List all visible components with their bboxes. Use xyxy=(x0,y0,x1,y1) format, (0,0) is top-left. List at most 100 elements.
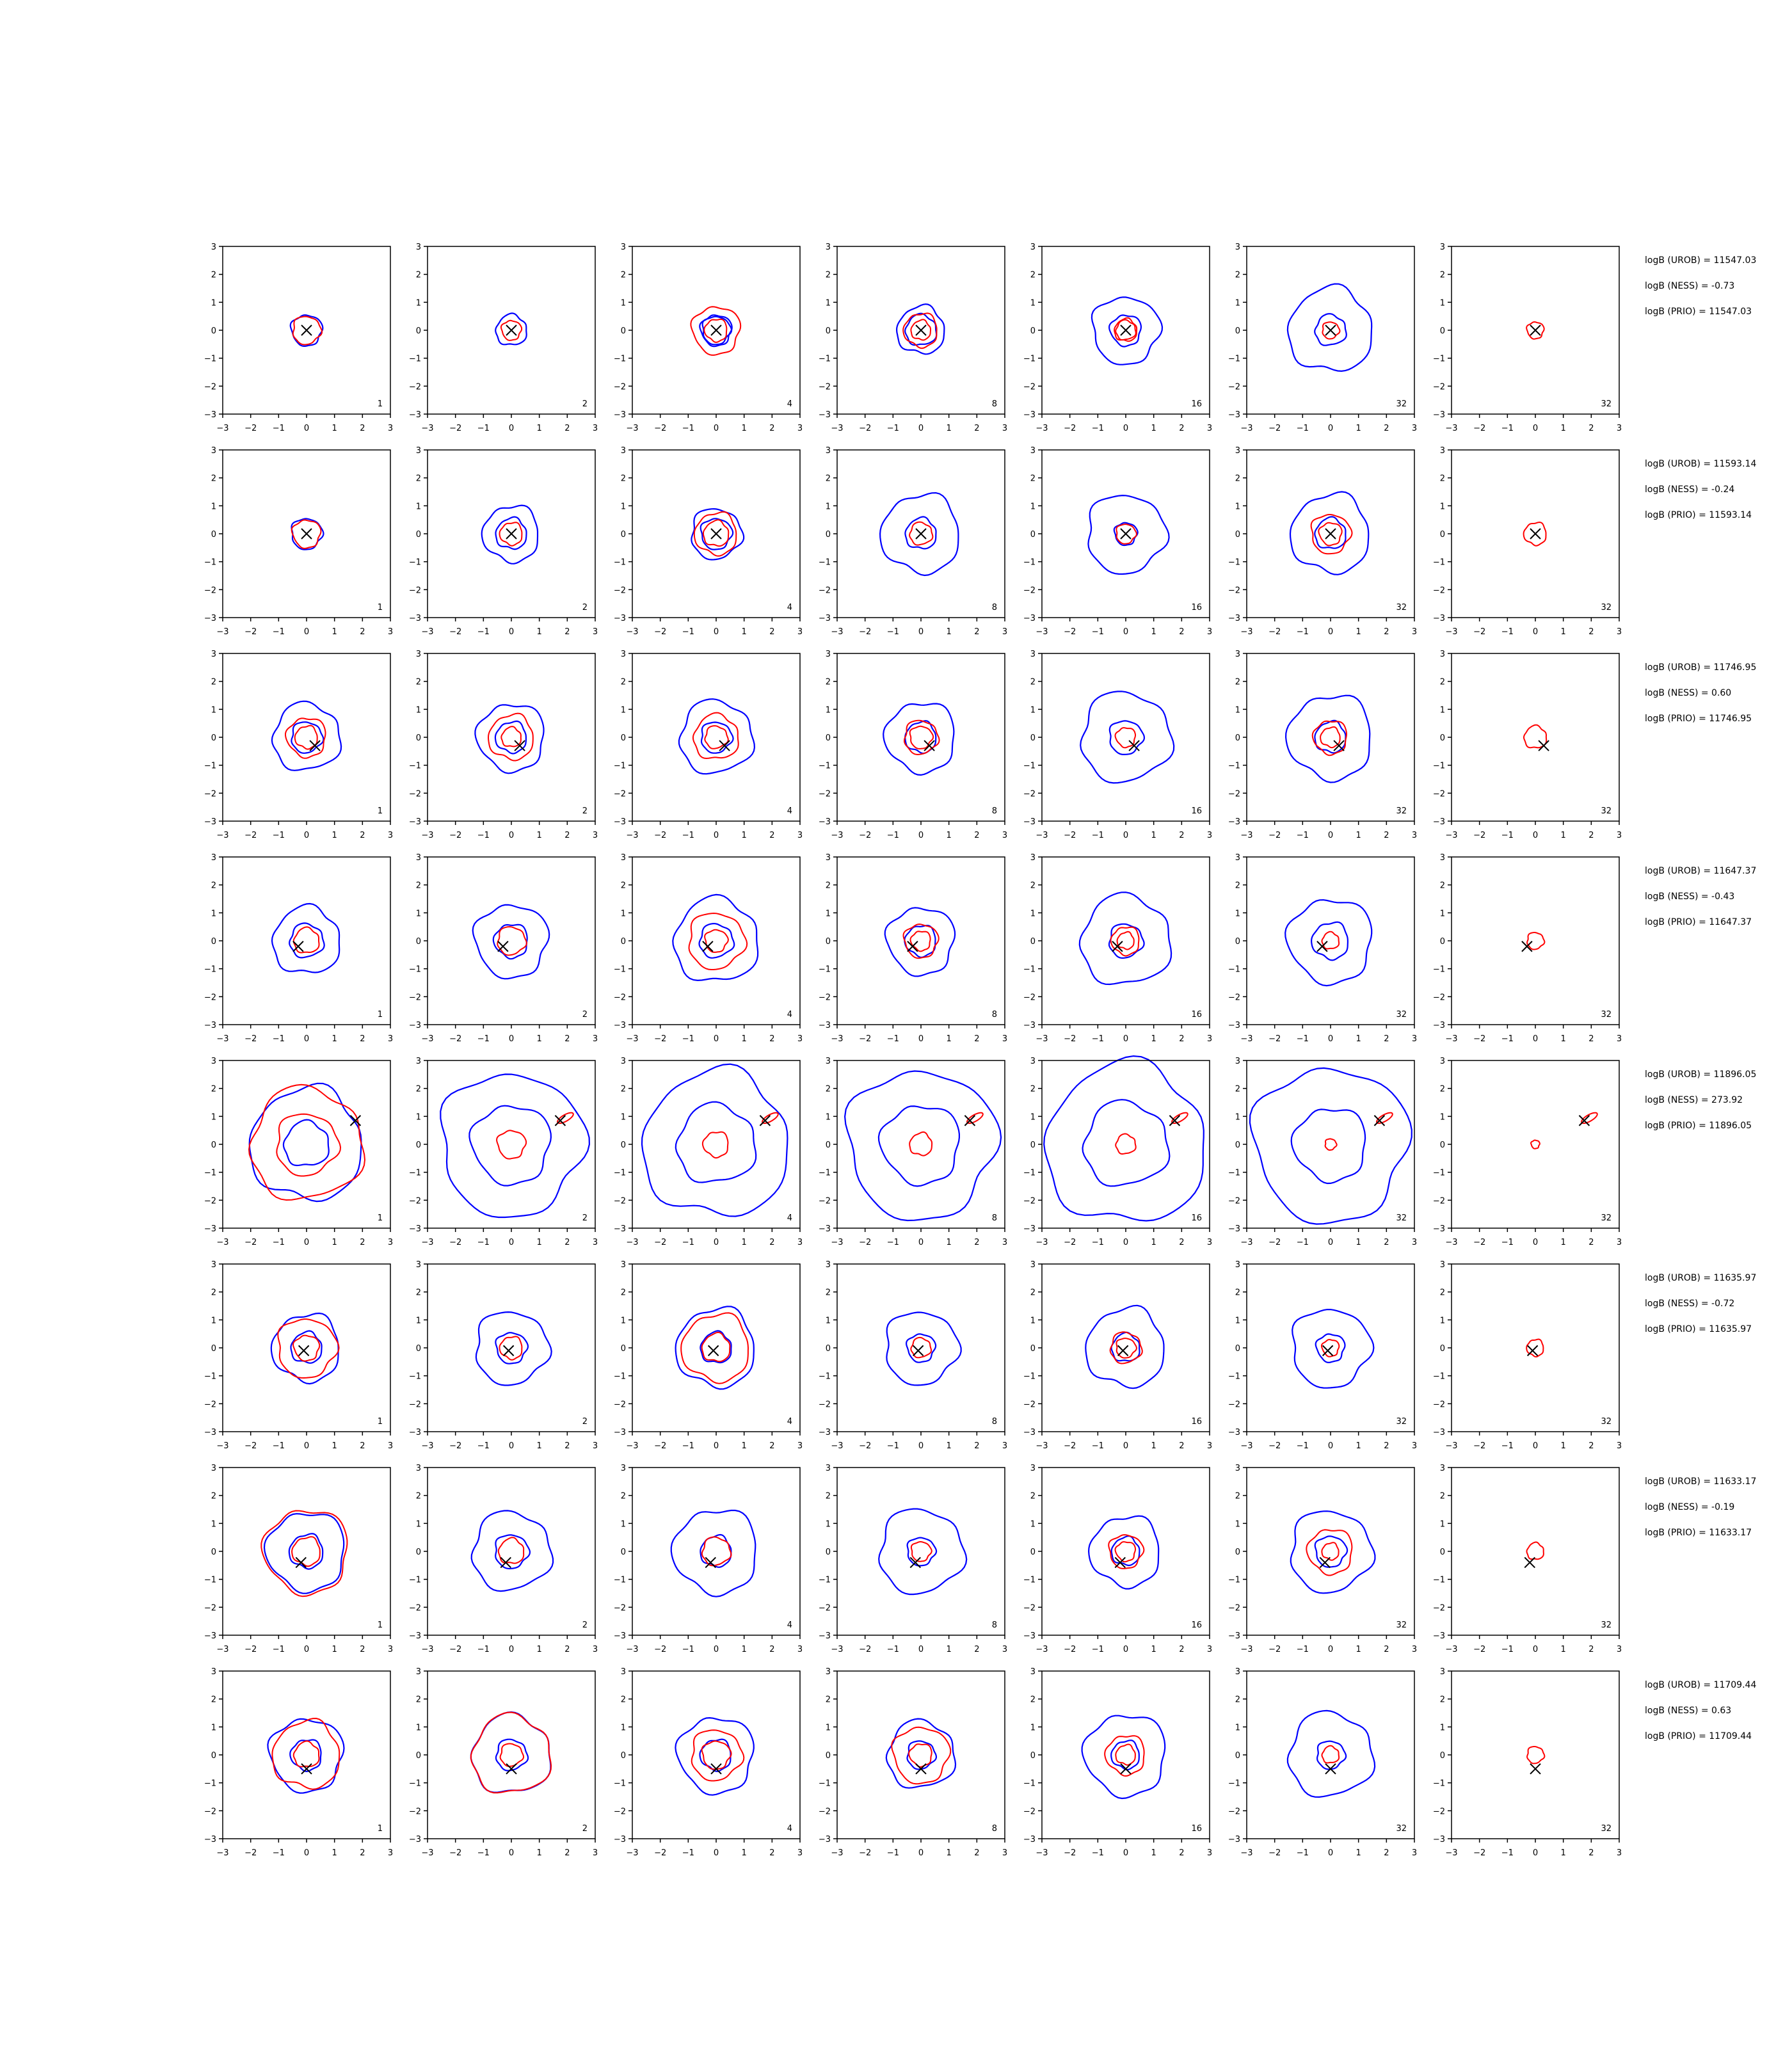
blue-contour xyxy=(270,1312,339,1385)
y-tick-label: 3 xyxy=(1235,446,1240,456)
y-tick-label: 3 xyxy=(416,1464,421,1473)
y-tick-label: 1 xyxy=(211,705,216,715)
x-tick-label: −2 xyxy=(244,1034,257,1044)
true-value-marker xyxy=(1322,1345,1334,1357)
blue-contour xyxy=(700,518,734,550)
x-tick-label: −2 xyxy=(1064,627,1076,637)
x-tick-label: −3 xyxy=(421,1645,433,1654)
x-tick-label: 0 xyxy=(1328,424,1333,433)
y-tick-label: −1 xyxy=(1023,558,1036,568)
y-tick-label: 0 xyxy=(1030,1344,1036,1354)
x-tick-label: 1 xyxy=(742,1441,747,1451)
panel: −3 −2 −1 0 1 2 3 3 2 1 0 −1 −2 −3 8 xyxy=(819,1464,1007,1654)
x-tick-label: −1 xyxy=(682,1848,694,1858)
blue-contour xyxy=(267,1718,345,1794)
x-tick-label: 1 xyxy=(1151,831,1156,840)
y-tick-label: 3 xyxy=(1440,1260,1445,1270)
x-tick-label: 0 xyxy=(304,1645,309,1654)
y-tick-label: −3 xyxy=(819,817,831,827)
x-tick-label: 1 xyxy=(537,1034,542,1044)
blue-contour xyxy=(878,1508,968,1596)
y-tick-label: −2 xyxy=(1023,993,1036,1002)
red-contour xyxy=(499,522,523,547)
x-tick-label: 0 xyxy=(918,1238,924,1247)
blue-contour xyxy=(1043,1055,1204,1222)
x-tick-label: 0 xyxy=(304,424,309,433)
panel: −3 −2 −1 0 1 2 3 3 2 1 0 −1 −2 −3 16 xyxy=(1023,1260,1212,1451)
y-tick-label: 1 xyxy=(826,298,831,308)
y-tick-label: 3 xyxy=(416,243,421,252)
x-tick-label: 0 xyxy=(304,1441,309,1451)
red-contour xyxy=(260,1510,348,1597)
x-tick-label: 2 xyxy=(1588,1645,1594,1654)
red-contour xyxy=(1116,931,1135,950)
y-tick-label: 2 xyxy=(211,1288,216,1298)
y-tick-label: 1 xyxy=(1030,1723,1036,1732)
x-tick-label: 3 xyxy=(593,1645,598,1654)
logb-annotation: logB (UROB) = 11647.37 xyxy=(1645,866,1756,876)
blue-contour xyxy=(1314,1535,1348,1568)
blue-contour xyxy=(1108,720,1146,755)
y-tick-label: 0 xyxy=(621,530,626,540)
panel-corner-label: 16 xyxy=(1191,1010,1202,1020)
y-tick-label: 2 xyxy=(211,678,216,687)
y-tick-label: −1 xyxy=(614,1169,626,1178)
y-tick-label: −3 xyxy=(409,1224,421,1234)
x-tick-label: 2 xyxy=(974,1238,979,1247)
x-tick-label: 1 xyxy=(1356,627,1361,637)
x-tick-label: 1 xyxy=(332,1034,337,1044)
x-tick-label: 3 xyxy=(1207,1034,1212,1044)
x-tick-label: −3 xyxy=(1445,627,1457,637)
blue-contour xyxy=(700,721,734,754)
y-tick-label: −1 xyxy=(1023,1372,1036,1382)
blue-contour xyxy=(468,1105,552,1187)
y-tick-label: 1 xyxy=(1440,1723,1445,1732)
y-tick-label: −2 xyxy=(614,1807,626,1816)
x-tick-label: −2 xyxy=(244,831,257,840)
x-tick-label: 1 xyxy=(332,831,337,840)
red-contour xyxy=(1526,1338,1544,1358)
x-tick-label: 3 xyxy=(797,1441,803,1451)
y-tick-label: 0 xyxy=(621,733,626,743)
y-tick-label: −3 xyxy=(1433,1021,1445,1030)
x-tick-label: −1 xyxy=(1092,1645,1104,1654)
blue-contour xyxy=(289,314,324,347)
x-tick-label: −1 xyxy=(1501,831,1514,840)
logb-annotation: logB (UROB) = 11709.44 xyxy=(1645,1680,1756,1690)
y-tick-label: 1 xyxy=(416,909,421,918)
x-tick-label: −3 xyxy=(216,831,228,840)
plot-frame xyxy=(427,1060,596,1229)
y-tick-label: −1 xyxy=(204,558,216,568)
x-tick-label: −1 xyxy=(887,1238,899,1247)
y-tick-label: 2 xyxy=(826,1085,831,1094)
blue-contour xyxy=(1081,1715,1166,1800)
x-tick-label: 2 xyxy=(564,1645,570,1654)
y-tick-label: 3 xyxy=(1030,853,1036,863)
y-tick-label: −1 xyxy=(204,355,216,364)
y-tick-label: −3 xyxy=(614,1428,626,1437)
y-tick-label: −3 xyxy=(1228,410,1240,420)
x-tick-label: 3 xyxy=(1002,424,1007,433)
red-contour xyxy=(1526,321,1545,340)
plot-frame xyxy=(427,856,596,1025)
blue-contour xyxy=(1091,296,1164,365)
x-tick-label: −1 xyxy=(1297,1441,1309,1451)
y-tick-label: 1 xyxy=(416,502,421,511)
x-tick-label: −2 xyxy=(1473,1034,1485,1044)
y-tick-label: 2 xyxy=(1235,1288,1240,1298)
panel: −3 −2 −1 0 1 2 3 3 2 1 0 −1 −2 −3 1 xyxy=(204,1667,393,1858)
y-tick-label: −1 xyxy=(1433,558,1445,568)
x-tick-label: 0 xyxy=(1123,627,1128,637)
logb-annotation: logB (NESS) = -0.72 xyxy=(1645,1299,1734,1309)
panel: −3 −2 −1 0 1 2 3 3 2 1 0 −1 −2 −3 1 xyxy=(204,853,393,1044)
y-tick-label: 2 xyxy=(826,1288,831,1298)
x-tick-label: −2 xyxy=(859,1238,871,1247)
y-tick-label: 3 xyxy=(621,1464,626,1473)
x-tick-label: 1 xyxy=(742,1645,747,1654)
red-contour xyxy=(902,923,940,959)
x-tick-label: 3 xyxy=(1002,1238,1007,1247)
plot-frame xyxy=(1246,1467,1415,1636)
plot-frame xyxy=(222,1467,391,1636)
true-value-marker xyxy=(1169,1115,1181,1126)
